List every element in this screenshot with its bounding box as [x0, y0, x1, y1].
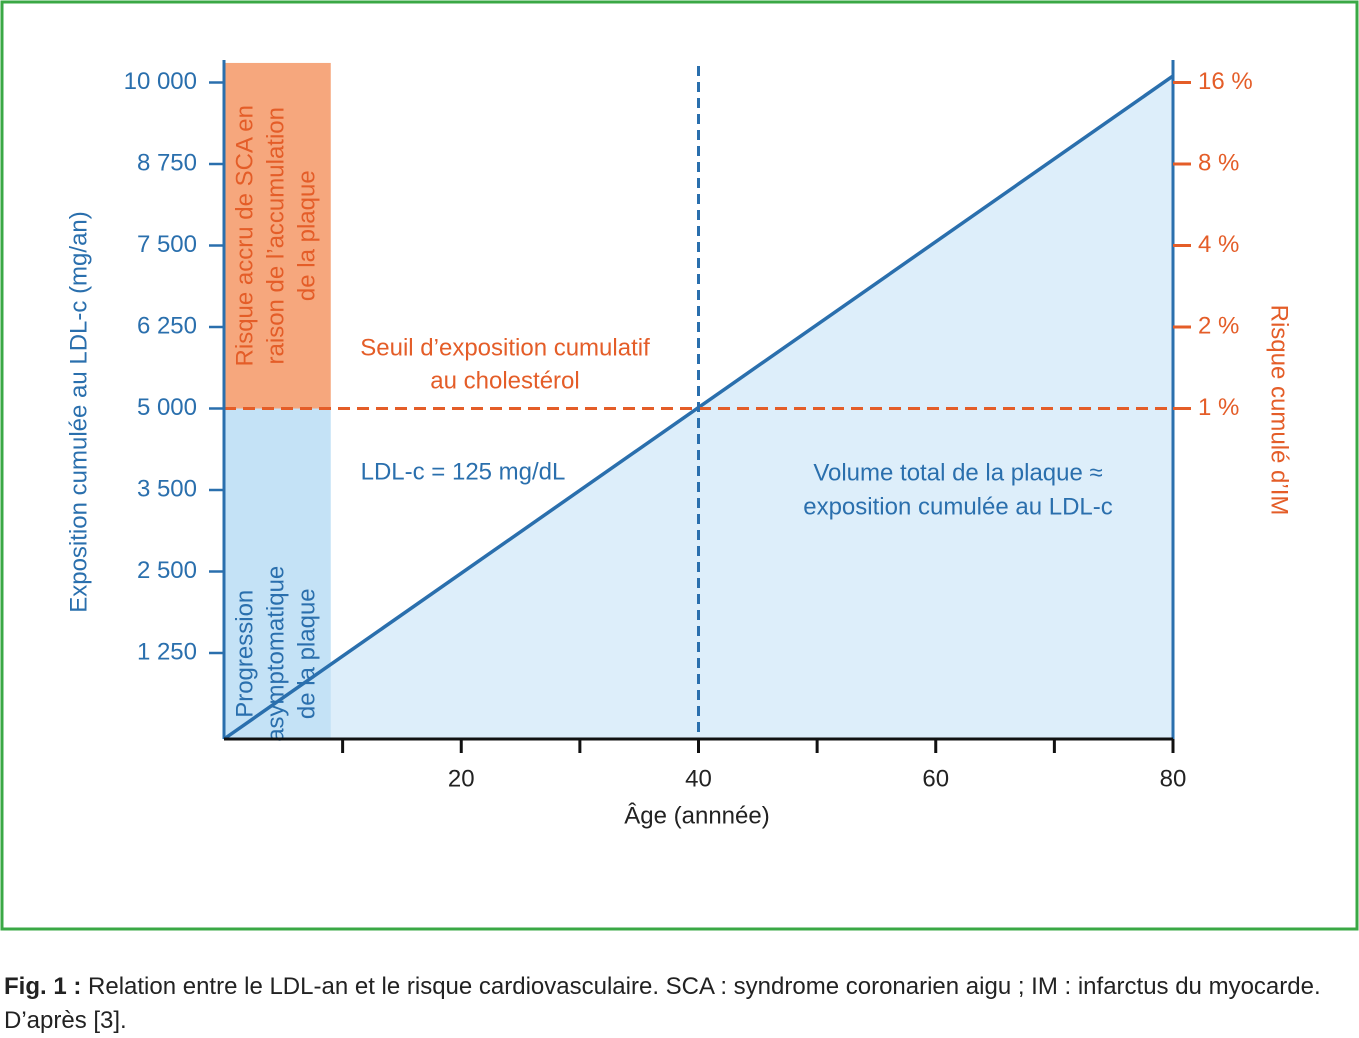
annotation: exposition cumulée au LDL-c: [803, 493, 1113, 520]
x-tick-label: 60: [922, 765, 949, 792]
y-tick-label: 6 250: [137, 312, 197, 339]
y-axis-label: Exposition cumulée au LDL-c (mg/an): [65, 211, 92, 613]
region: [224, 62, 331, 409]
region-label: asymptomatique: [263, 566, 290, 742]
threshold-label: au cholestérol: [430, 367, 579, 394]
region-label: raison de l’accumulation: [263, 107, 290, 364]
y-tick-label: 8 750: [137, 149, 197, 176]
x-tick-label: 40: [685, 765, 712, 792]
region-label: de la plaque: [294, 170, 321, 301]
chart: Risque accru de SCA en raison de l’accumu…: [0, 0, 1359, 931]
region-label: de la plaque: [294, 588, 321, 719]
x-tick-label: 20: [448, 765, 475, 792]
annotation: Volume total de la plaque ≈: [813, 459, 1102, 486]
y2-tick-label: 16 %: [1198, 68, 1253, 95]
y-tick-label: 10 000: [124, 68, 197, 95]
frame: [0, 0, 1359, 931]
caption: Fig. 1 : Relation entre le LDL-an et le …: [4, 970, 1356, 1038]
y2-tick-label: 2 %: [1198, 312, 1239, 339]
caption-label: Fig. 1 :: [4, 973, 82, 1000]
y2-tick-label: 1 %: [1198, 394, 1239, 421]
region-label: Risque accru de SCA en: [232, 105, 259, 366]
y2-tick-label: 4 %: [1198, 231, 1239, 258]
caption-text: Relation entre le LDL-an et le risque ca…: [4, 973, 1321, 1034]
region-label: Progression: [232, 590, 259, 718]
x-axis-label: Âge (annnée): [624, 802, 769, 829]
y2-tick-label: 8 %: [1198, 149, 1239, 176]
y-tick-label: 7 500: [137, 231, 197, 258]
y-tick-label: 1 250: [137, 638, 197, 665]
x-tick-label: 80: [1160, 765, 1187, 792]
y-tick-label: 2 500: [137, 557, 197, 584]
annotation: LDL-c = 125 mg/dL: [361, 458, 566, 485]
threshold-label: Seuil d’exposition cumulatif: [360, 334, 650, 361]
y-tick-label: 5 000: [137, 394, 197, 421]
y2-axis-label: Risque cumulé d’IM: [1266, 305, 1293, 516]
y-tick-label: 3 500: [137, 475, 197, 502]
region: [224, 408, 331, 739]
